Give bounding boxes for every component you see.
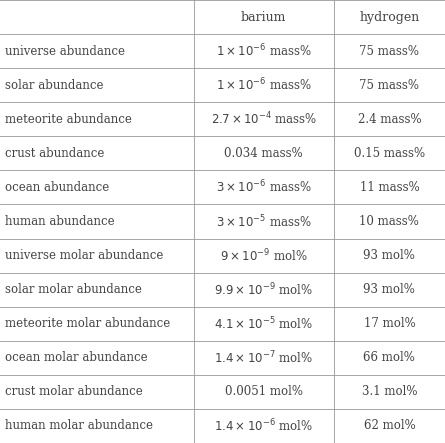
Text: 10 mass%: 10 mass% — [360, 215, 419, 228]
Text: 0.15 mass%: 0.15 mass% — [354, 147, 425, 160]
Text: 62 mol%: 62 mol% — [364, 420, 415, 432]
Text: $4.1\times10^{-5}$ mol%: $4.1\times10^{-5}$ mol% — [214, 315, 313, 332]
Text: $9\times10^{-9}$ mol%: $9\times10^{-9}$ mol% — [220, 247, 307, 264]
Text: 2.4 mass%: 2.4 mass% — [358, 113, 421, 126]
Text: crust abundance: crust abundance — [5, 147, 105, 160]
Text: $1\times10^{-6}$ mass%: $1\times10^{-6}$ mass% — [216, 43, 312, 59]
Text: 0.034 mass%: 0.034 mass% — [224, 147, 303, 160]
Text: ocean abundance: ocean abundance — [5, 181, 109, 194]
Text: universe molar abundance: universe molar abundance — [5, 249, 164, 262]
Text: 17 mol%: 17 mol% — [364, 317, 415, 330]
Text: 11 mass%: 11 mass% — [360, 181, 419, 194]
Text: $3\times10^{-6}$ mass%: $3\times10^{-6}$ mass% — [216, 179, 312, 196]
Text: 75 mass%: 75 mass% — [360, 45, 419, 58]
Text: meteorite abundance: meteorite abundance — [5, 113, 132, 126]
Text: ocean molar abundance: ocean molar abundance — [5, 351, 148, 364]
Text: $1.4\times10^{-7}$ mol%: $1.4\times10^{-7}$ mol% — [214, 350, 313, 366]
Text: 75 mass%: 75 mass% — [360, 79, 419, 92]
Text: $3\times10^{-5}$ mass%: $3\times10^{-5}$ mass% — [216, 213, 312, 230]
Text: $1.4\times10^{-6}$ mol%: $1.4\times10^{-6}$ mol% — [214, 418, 313, 434]
Text: 0.0051 mol%: 0.0051 mol% — [225, 385, 303, 398]
Text: hydrogen: hydrogen — [359, 11, 420, 23]
Text: universe abundance: universe abundance — [5, 45, 125, 58]
Text: $2.7\times10^{-4}$ mass%: $2.7\times10^{-4}$ mass% — [210, 111, 317, 128]
Text: solar abundance: solar abundance — [5, 79, 104, 92]
Text: barium: barium — [241, 11, 286, 23]
Text: solar molar abundance: solar molar abundance — [5, 283, 142, 296]
Text: 66 mol%: 66 mol% — [364, 351, 415, 364]
Text: 93 mol%: 93 mol% — [364, 283, 415, 296]
Text: 3.1 mol%: 3.1 mol% — [362, 385, 417, 398]
Text: human molar abundance: human molar abundance — [5, 420, 154, 432]
Text: meteorite molar abundance: meteorite molar abundance — [5, 317, 170, 330]
Text: human abundance: human abundance — [5, 215, 115, 228]
Text: $1\times10^{-6}$ mass%: $1\times10^{-6}$ mass% — [216, 77, 312, 93]
Text: crust molar abundance: crust molar abundance — [5, 385, 143, 398]
Text: 93 mol%: 93 mol% — [364, 249, 415, 262]
Text: $9.9\times10^{-9}$ mol%: $9.9\times10^{-9}$ mol% — [214, 281, 313, 298]
